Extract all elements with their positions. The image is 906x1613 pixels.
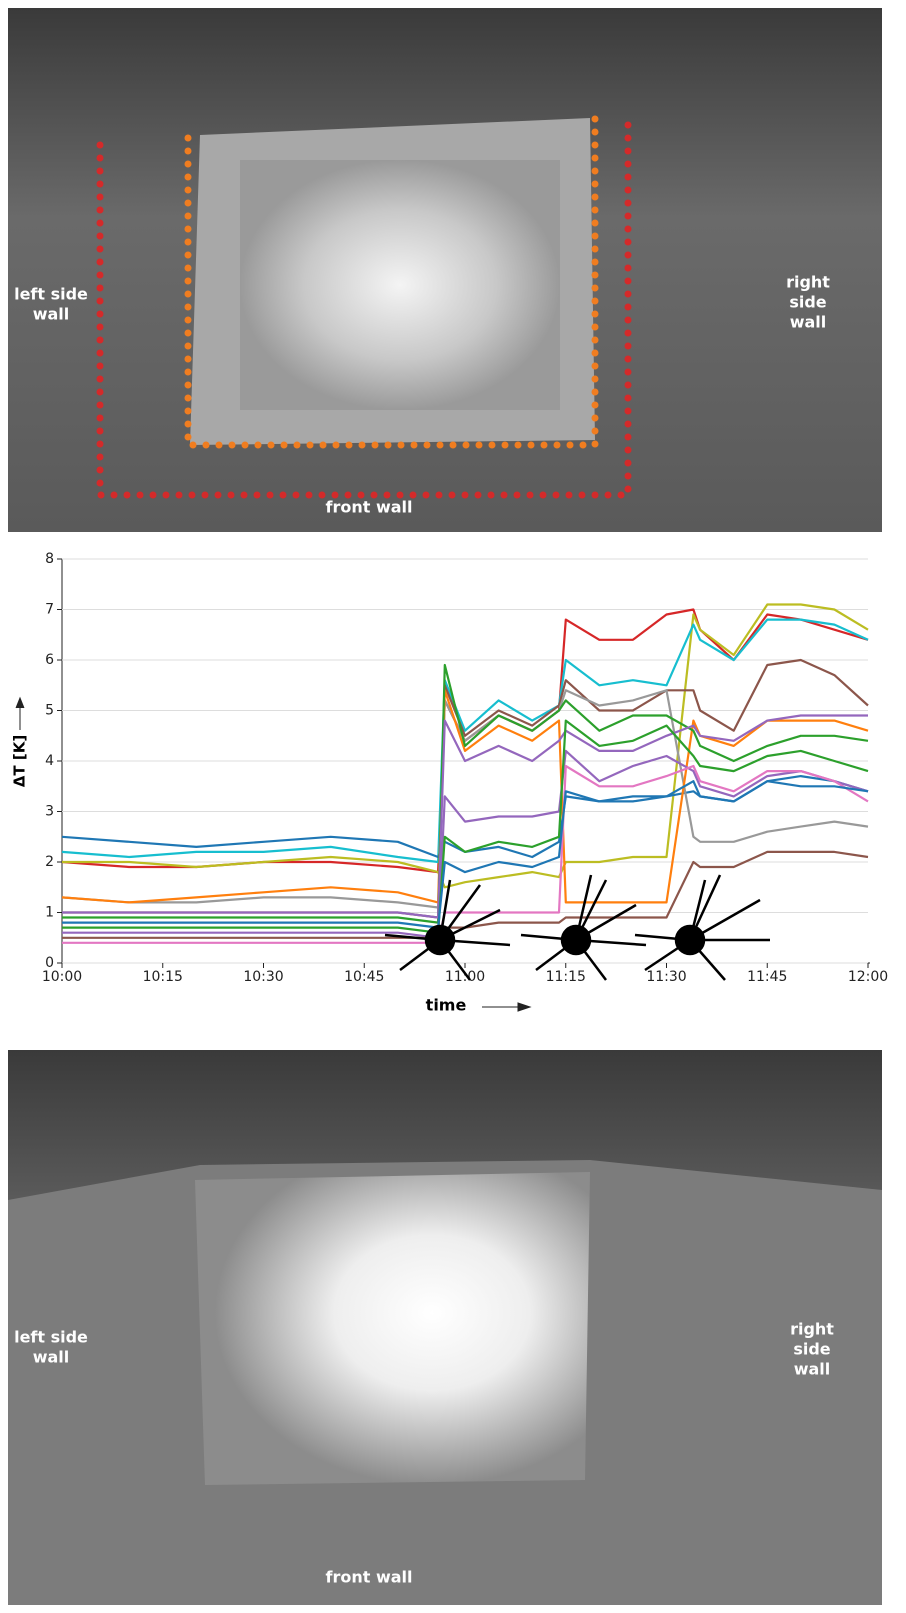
series-line	[62, 852, 868, 938]
x-axis-title: time	[426, 996, 467, 1015]
explosion-icon	[635, 875, 770, 980]
series-line	[62, 690, 868, 902]
series-line	[62, 751, 868, 938]
y-tick-label: 8	[45, 551, 54, 567]
x-tick-label: 10:00	[42, 969, 82, 985]
y-tick-label: 3	[45, 804, 54, 820]
x-tick-label: 10:45	[344, 969, 384, 985]
duct-interior	[240, 160, 560, 410]
explosion-icon	[521, 875, 646, 980]
label: front wall	[326, 498, 413, 517]
label: wall	[33, 305, 70, 324]
y-tick-label: 5	[45, 703, 54, 719]
series-line	[62, 721, 868, 933]
x-tick-label: 11:15	[546, 969, 586, 985]
label: right	[786, 273, 830, 292]
top-image: left side wall right side wall front wal…	[8, 8, 882, 532]
y-tick-label: 7	[45, 602, 54, 618]
label: left side	[14, 285, 88, 304]
explosion-icon	[385, 880, 510, 980]
y-tick-label: 6	[45, 652, 54, 668]
y-axis-title: ΔT [K]	[11, 735, 29, 787]
series-line	[62, 690, 868, 907]
y-tick-label: 2	[45, 854, 54, 870]
y-tick-label: 1	[45, 905, 54, 921]
y-tick-label: 4	[45, 753, 54, 769]
label: right	[790, 1320, 834, 1339]
label: side	[789, 293, 826, 312]
figure: left side wall right side wall front wal…	[0, 0, 906, 1613]
x-tick-label: 12:00	[848, 969, 888, 985]
x-tick-label: 11:30	[646, 969, 686, 985]
label: wall	[790, 313, 827, 332]
arrow	[16, 698, 24, 730]
label: wall	[794, 1360, 831, 1379]
label: left side	[14, 1328, 88, 1347]
x-tick-label: 11:45	[747, 969, 787, 985]
x-tick-label: 10:30	[243, 969, 283, 985]
label: front wall	[326, 1568, 413, 1587]
arrow	[482, 1003, 530, 1011]
duct-interior	[195, 1172, 590, 1485]
label: wall	[33, 1348, 70, 1367]
series-group	[62, 605, 868, 943]
x-tick-label: 10:15	[143, 969, 183, 985]
bottom-image: left side wall right side wall front wal…	[8, 1050, 882, 1605]
label: side	[793, 1340, 830, 1359]
